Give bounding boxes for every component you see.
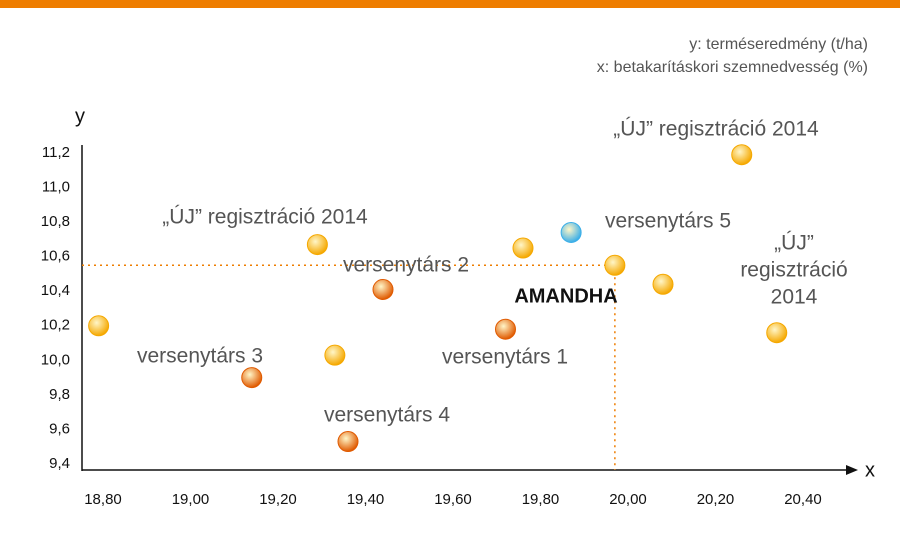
point bbox=[372, 278, 394, 300]
annotation: versenytárs 3 bbox=[137, 345, 263, 368]
y-axis-label: y bbox=[75, 105, 85, 127]
top-bar bbox=[0, 0, 900, 8]
y-tick-label: 10,4 bbox=[41, 282, 70, 299]
point bbox=[560, 221, 582, 243]
annotation: regisztráció bbox=[740, 259, 847, 282]
y-tick-label: 10,0 bbox=[41, 351, 70, 368]
annotation: versenytárs 1 bbox=[442, 346, 568, 369]
point bbox=[652, 273, 674, 295]
y-tick-label: 10,2 bbox=[41, 317, 70, 334]
x-tick-label: 20,20 bbox=[697, 491, 735, 508]
annotation: 2014 bbox=[771, 286, 818, 309]
annotation: versenytárs 2 bbox=[343, 254, 469, 277]
x-tick-label: 20,00 bbox=[609, 491, 647, 508]
annotation: AMANDHA bbox=[514, 285, 617, 307]
point bbox=[241, 367, 263, 389]
annotation: „ÚJ” regisztráció 2014 bbox=[613, 118, 819, 141]
note: x: betakarításkori szemnedvesség (%) bbox=[597, 59, 868, 76]
x-axis-label: x bbox=[865, 459, 875, 481]
x-tick-label: 19,20 bbox=[259, 491, 297, 508]
x-axis-arrow bbox=[846, 465, 858, 475]
annotation: „ÚJ” regisztráció 2014 bbox=[162, 206, 368, 229]
annotation: versenytárs 4 bbox=[324, 404, 450, 427]
point bbox=[731, 144, 753, 166]
y-tick-label: 11,0 bbox=[42, 179, 70, 196]
y-tick-label: 9,8 bbox=[49, 386, 70, 403]
point bbox=[495, 318, 516, 340]
annotation: „ÚJ” bbox=[774, 232, 814, 255]
x-tick-label: 19,60 bbox=[434, 491, 472, 508]
point bbox=[337, 431, 359, 453]
point bbox=[512, 237, 534, 259]
point bbox=[88, 315, 110, 337]
point bbox=[306, 234, 328, 256]
point bbox=[324, 344, 346, 366]
note: y: terméseredmény (t/ha) bbox=[689, 36, 868, 53]
point bbox=[766, 322, 788, 344]
x-tick-label: 19,00 bbox=[172, 491, 210, 508]
point bbox=[604, 254, 626, 276]
x-tick-label: 20,40 bbox=[784, 491, 822, 508]
y-tick-label: 11,2 bbox=[42, 144, 70, 161]
x-tick-label: 19,80 bbox=[522, 491, 560, 508]
x-tick-label: 18,80 bbox=[84, 491, 122, 508]
annotation: versenytárs 5 bbox=[605, 210, 731, 233]
y-tick-label: 9,6 bbox=[49, 420, 70, 437]
y-tick-label: 10,8 bbox=[41, 213, 70, 230]
x-tick-label: 19,40 bbox=[347, 491, 385, 508]
y-tick-label: 9,4 bbox=[49, 455, 70, 472]
y-tick-label: 10,6 bbox=[41, 248, 70, 265]
